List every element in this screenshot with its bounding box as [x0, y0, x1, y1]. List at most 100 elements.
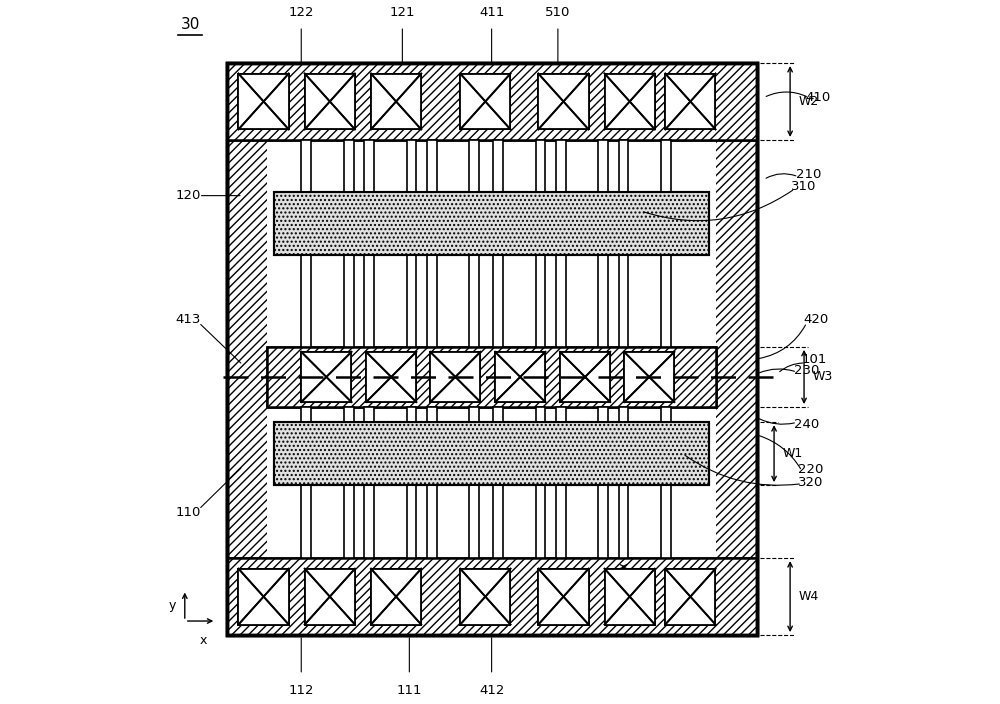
Bar [661, 407, 671, 422]
Bar [407, 255, 416, 347]
Bar [364, 255, 374, 347]
Bar [536, 485, 545, 558]
Bar [238, 569, 289, 624]
Bar [371, 74, 421, 130]
Bar [624, 352, 674, 402]
Bar [227, 558, 757, 635]
Bar [305, 74, 355, 130]
Text: 412: 412 [479, 684, 504, 697]
Bar [407, 407, 416, 422]
Bar [427, 407, 437, 422]
Bar [267, 347, 716, 407]
Bar [301, 255, 311, 347]
Bar [538, 569, 589, 624]
Bar [366, 352, 416, 402]
Text: 230: 230 [794, 365, 820, 377]
Text: 410: 410 [805, 91, 831, 104]
Bar [460, 74, 510, 130]
Bar [495, 352, 545, 402]
Text: 210: 210 [796, 168, 822, 181]
Text: 413: 413 [176, 313, 201, 325]
Text: 240: 240 [794, 418, 819, 431]
Text: 30: 30 [181, 17, 200, 32]
Bar [538, 74, 589, 130]
Bar [460, 74, 510, 130]
Bar [665, 569, 715, 624]
Text: W2: W2 [798, 95, 819, 108]
Text: 101: 101 [802, 353, 827, 366]
Bar [598, 140, 608, 192]
Bar [344, 407, 354, 422]
Bar [301, 352, 351, 402]
Bar [556, 140, 566, 192]
Bar [344, 485, 354, 558]
Text: 420: 420 [803, 313, 829, 325]
Bar [227, 63, 757, 635]
Bar [665, 74, 715, 130]
Bar [301, 140, 311, 192]
Bar [274, 192, 709, 255]
Text: 112: 112 [288, 684, 314, 697]
Bar [469, 485, 479, 558]
Bar [227, 63, 757, 635]
Bar [495, 352, 545, 402]
Text: 110: 110 [176, 506, 201, 520]
Bar [430, 352, 480, 402]
Bar [556, 255, 566, 347]
Bar [665, 569, 715, 624]
Bar [227, 63, 757, 140]
Bar [536, 255, 545, 347]
Bar [371, 74, 421, 130]
Text: W4: W4 [798, 590, 819, 603]
Text: 411: 411 [479, 6, 504, 19]
Bar [665, 74, 715, 130]
Bar [598, 485, 608, 558]
Text: x: x [200, 634, 207, 646]
Bar [267, 347, 716, 407]
Bar [469, 255, 479, 347]
Text: W3: W3 [812, 370, 833, 384]
Bar [344, 255, 354, 347]
Bar [460, 569, 510, 624]
Bar [301, 352, 351, 402]
Bar [661, 140, 671, 192]
Bar [619, 255, 628, 347]
Bar [227, 63, 757, 140]
Text: 310: 310 [791, 180, 817, 193]
Bar [661, 255, 671, 347]
Bar [605, 74, 655, 130]
Bar [556, 485, 566, 558]
Bar [344, 140, 354, 192]
Bar [560, 352, 610, 402]
Bar [560, 352, 610, 402]
Bar [598, 255, 608, 347]
Bar [274, 422, 709, 485]
Bar [605, 569, 655, 624]
Bar [364, 485, 374, 558]
Bar [371, 569, 421, 624]
Bar [624, 352, 674, 402]
Text: 121: 121 [390, 6, 415, 19]
Bar [619, 407, 628, 422]
Bar [469, 140, 479, 192]
Bar [427, 140, 437, 192]
Text: 120: 120 [176, 189, 201, 202]
Text: W1: W1 [782, 447, 803, 460]
Bar [536, 140, 545, 192]
Bar [430, 352, 480, 402]
Text: L1: L1 [637, 572, 653, 586]
Bar [493, 485, 503, 558]
Bar [267, 103, 716, 594]
Bar [305, 569, 355, 624]
Bar [301, 485, 311, 558]
Bar [460, 569, 510, 624]
Bar [427, 255, 437, 347]
Text: 122: 122 [288, 6, 314, 19]
Bar [238, 569, 289, 624]
Bar [364, 140, 374, 192]
Text: 111: 111 [397, 684, 422, 697]
Bar [227, 63, 757, 635]
Bar [366, 352, 416, 402]
Bar [619, 485, 628, 558]
Bar [536, 407, 545, 422]
